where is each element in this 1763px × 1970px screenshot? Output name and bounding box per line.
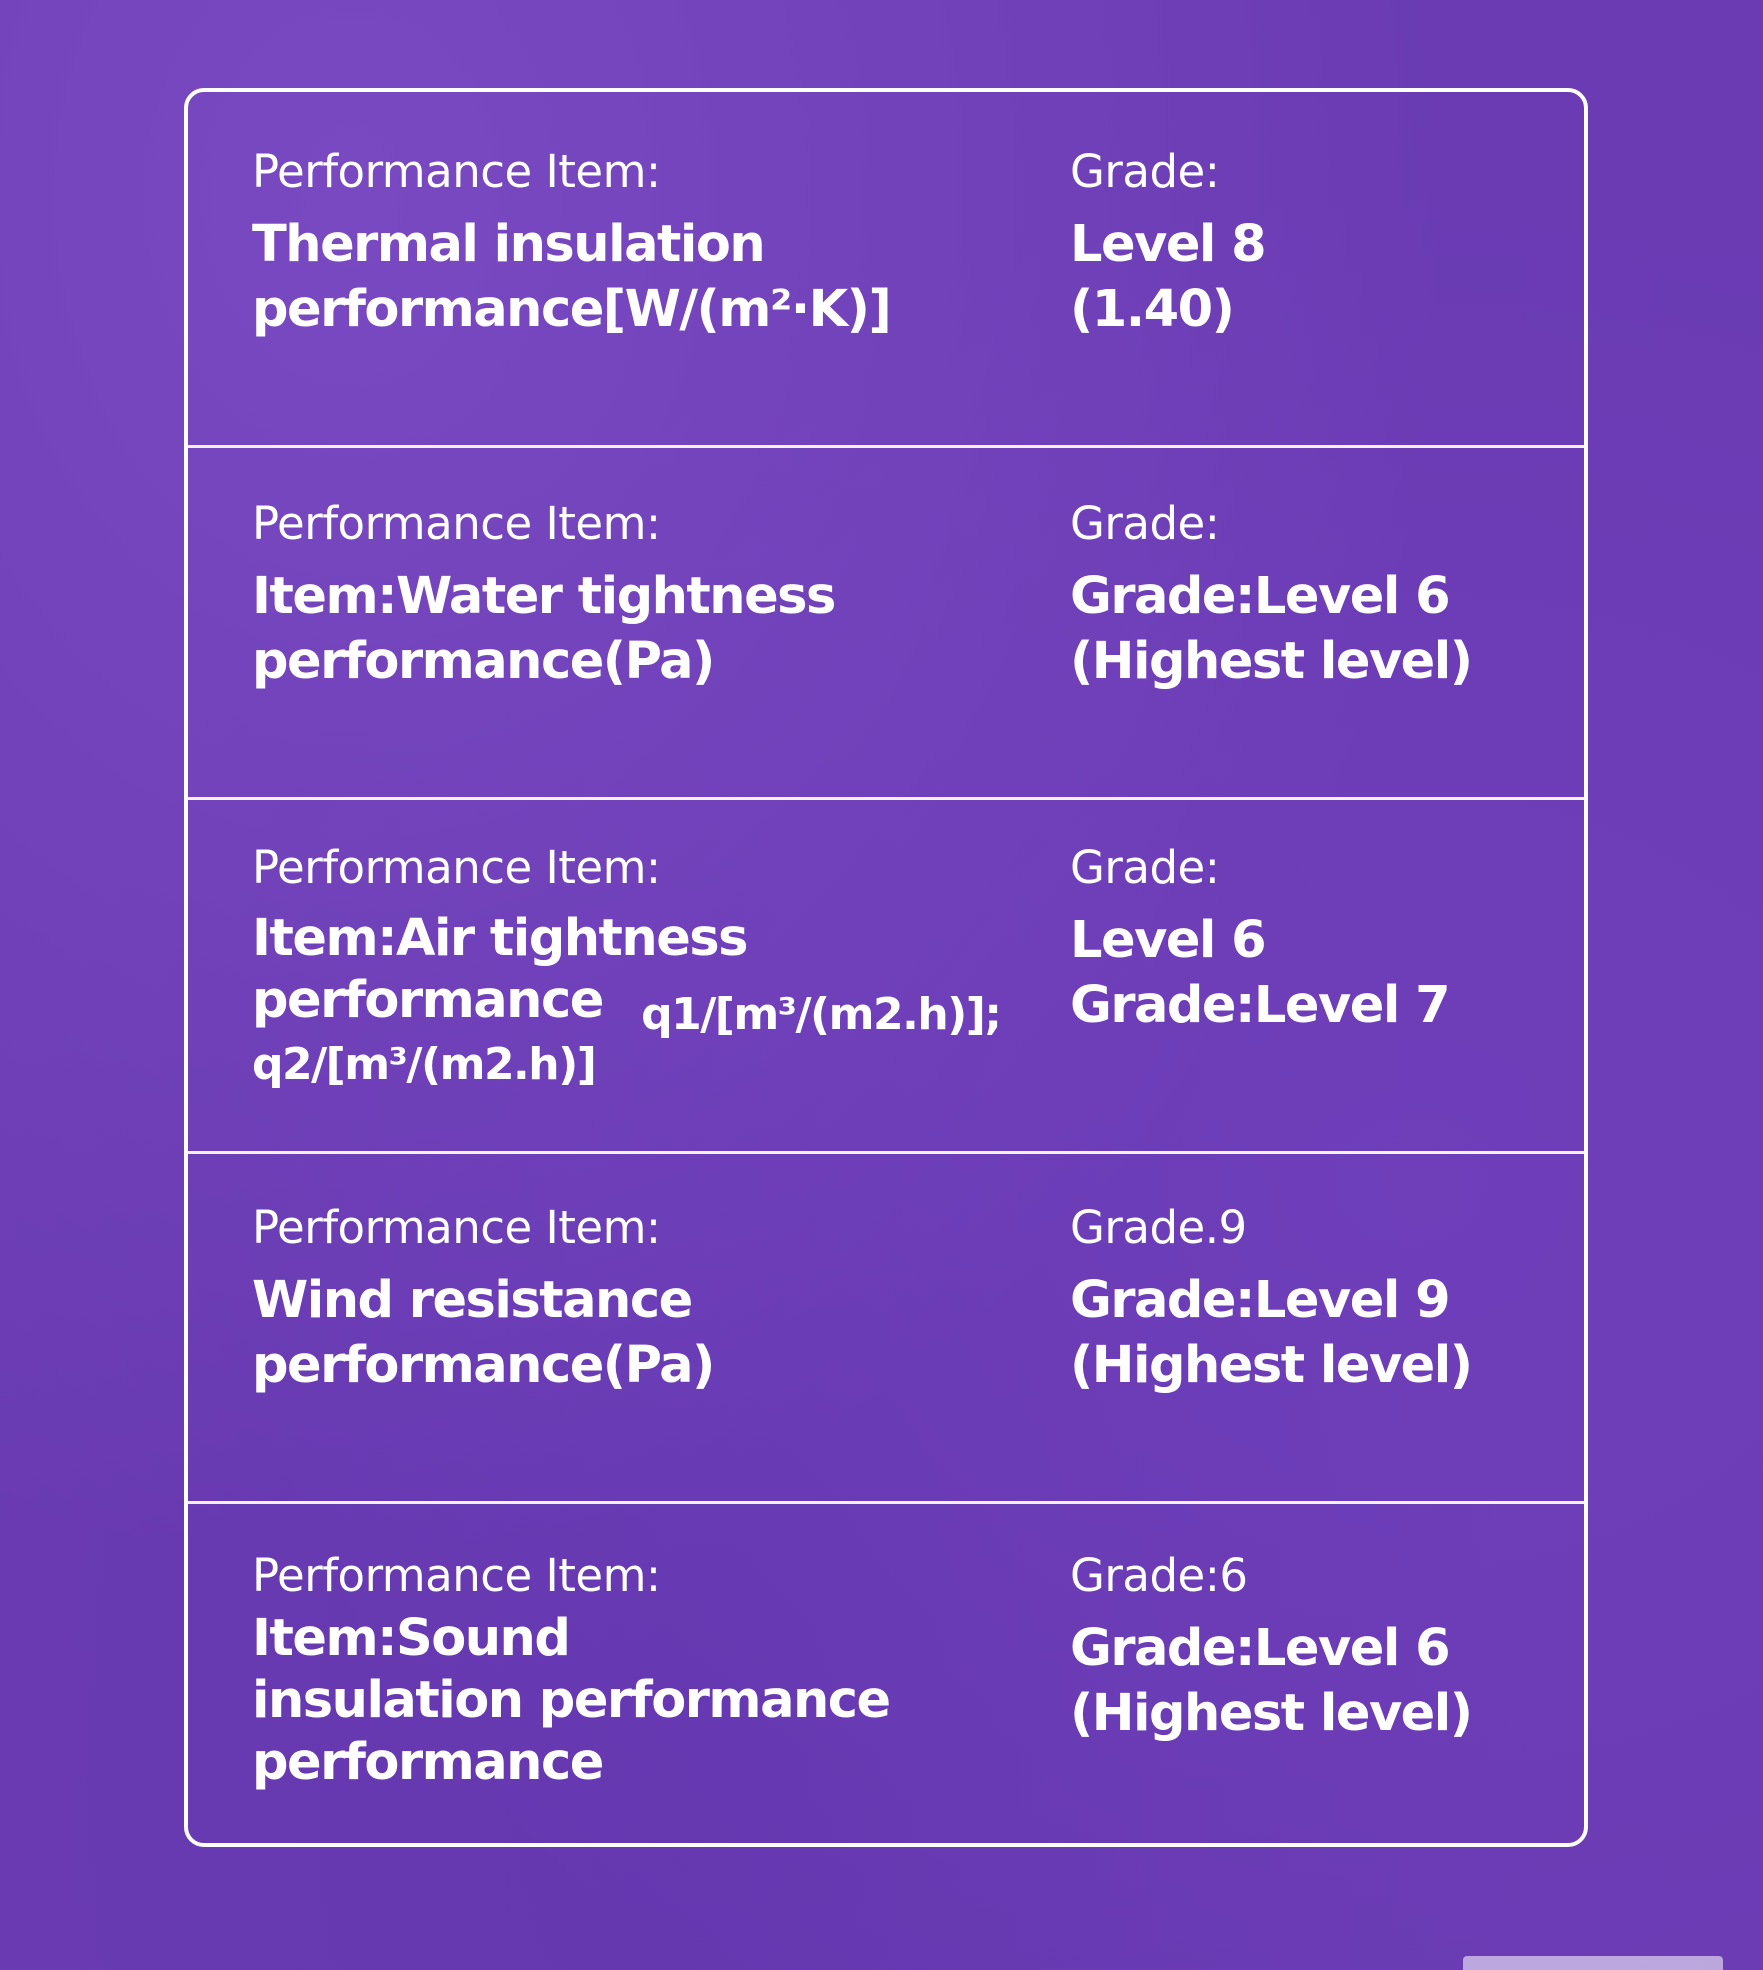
performance-item-cell: Performance Item: Wind resistance perfor… — [252, 1200, 1012, 1398]
performance-item-name: Item:Water tightness performance(Pa) — [252, 564, 1012, 694]
grade-line: Level 8 — [1070, 215, 1267, 275]
item-unit-q1: q1/[m³/(m2.h)]; — [641, 989, 1002, 1041]
performance-item-name: Item:Sound insulation performance perfor… — [252, 1608, 1012, 1794]
grade-line: (1.40) — [1070, 280, 1235, 340]
item-name-line: Item:Sound — [252, 1609, 571, 1669]
item-name-line: Wind resistance — [252, 1271, 693, 1331]
grade-cell: Grade: Grade:Level 6 (Highest level) — [1070, 496, 1570, 694]
grade-cell: Grade.9 Grade:Level 9 (Highest level) — [1070, 1200, 1570, 1398]
performance-item-name: Wind resistance performance(Pa) — [252, 1268, 1012, 1398]
performance-table-card: Performance Item: Thermal insulation per… — [184, 88, 1588, 1847]
table-row: Performance Item: Item:Water tightness p… — [188, 448, 1584, 800]
table-row: Performance Item: Wind resistance perfor… — [188, 1154, 1584, 1504]
grade-cell: Grade:6 Grade:Level 6 (Highest level) — [1070, 1548, 1570, 1746]
grade-value: Level 8 (1.40) — [1070, 212, 1570, 342]
item-name-line-group: performance q1/[m³/(m2.h)]; — [252, 970, 1012, 1040]
grade-label: Grade.9 — [1070, 1201, 1247, 1254]
item-name-line: performance(Pa) — [252, 1336, 715, 1396]
performance-item-cell: Performance Item: Item:Water tightness p… — [252, 496, 1012, 694]
grade-label: Grade: — [1070, 497, 1220, 550]
grade-line: Grade:Level 9 — [1070, 1271, 1451, 1331]
performance-item-cell: Performance Item: Item:Air tightness per… — [252, 840, 1012, 1096]
grade-line: Grade:Level 6 — [1070, 567, 1451, 627]
item-name-line: Thermal insulation — [252, 215, 766, 275]
performance-item-label: Performance Item: — [252, 1201, 661, 1254]
grade-value: Grade:Level 9 (Highest level) — [1070, 1268, 1570, 1398]
grade-line: Level 6 — [1070, 911, 1267, 971]
item-name-line: performance[W/(m²·K)] — [252, 280, 892, 340]
grade-line: (Highest level) — [1070, 632, 1473, 692]
performance-item-cell: Performance Item: Item:Sound insulation … — [252, 1548, 1012, 1794]
performance-item-label: Performance Item: — [252, 841, 661, 894]
grade-label: Grade: — [1070, 145, 1220, 198]
item-name-line: performance — [252, 971, 604, 1031]
grade-value: Level 6 Grade:Level 7 — [1070, 908, 1570, 1038]
performance-item-cell: Performance Item: Thermal insulation per… — [252, 144, 1012, 342]
table-row: Performance Item: Item:Sound insulation … — [188, 1504, 1584, 1843]
item-name-line: Item:Air tightness — [252, 909, 749, 969]
item-unit-q2: q2/[m³/(m2.h)] — [252, 1039, 597, 1091]
performance-item-label: Performance Item: — [252, 145, 661, 198]
grade-value: Grade:Level 6 (Highest level) — [1070, 564, 1570, 694]
item-name-line: Item:Water tightness — [252, 567, 836, 627]
table-row: Performance Item: Item:Air tightness per… — [188, 800, 1584, 1154]
performance-item-label: Performance Item: — [252, 497, 661, 550]
grade-label: Grade:6 — [1070, 1549, 1248, 1602]
grade-line: Grade:Level 7 — [1070, 976, 1451, 1036]
performance-item-label: Performance Item: — [252, 1549, 661, 1602]
performance-item-name: Item:Air tightness performance q1/[m³/(m… — [252, 908, 1012, 1096]
item-name-line: insulation performance — [252, 1671, 891, 1731]
grade-value: Grade:Level 6 (Highest level) — [1070, 1616, 1570, 1746]
performance-item-name: Thermal insulation performance[W/(m²·K)] — [252, 212, 1012, 342]
item-name-line: performance(Pa) — [252, 632, 715, 692]
grade-line: (Highest level) — [1070, 1336, 1473, 1396]
table-row: Performance Item: Thermal insulation per… — [188, 92, 1584, 448]
grade-cell: Grade: Level 6 Grade:Level 7 — [1070, 840, 1570, 1038]
grade-label: Grade: — [1070, 841, 1220, 894]
item-name-line: performance — [252, 1733, 604, 1793]
grade-line: (Highest level) — [1070, 1684, 1473, 1744]
grade-cell: Grade: Level 8 (1.40) — [1070, 144, 1570, 342]
grade-line: Grade:Level 6 — [1070, 1619, 1451, 1679]
cropped-footer-text — [1463, 1956, 1723, 1970]
